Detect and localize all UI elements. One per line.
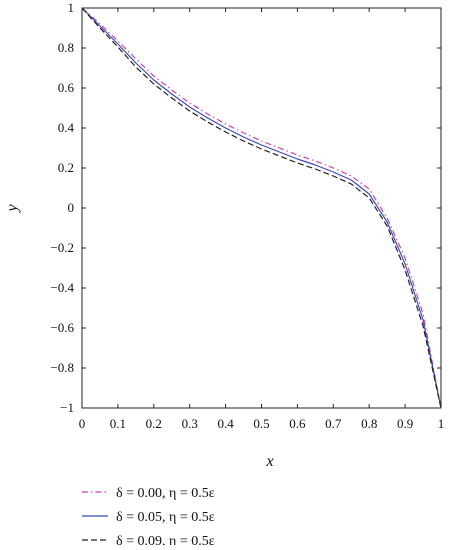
x-tick-label: 0.2 [146, 416, 162, 431]
y-tick-label: 0.2 [58, 160, 74, 175]
y-tick-label: 1 [68, 0, 75, 15]
series-line-3 [81, 7, 442, 409]
legend-label-2: δ = 0.05, η = 0.5ε [116, 510, 215, 525]
y-axis-ticks: 1 0.8 0.6 0.4 0.2 0 −0.2 −0.4 −0.6 −0.8 −1 [50, 0, 441, 415]
y-axis-label: y [4, 204, 21, 214]
y-tick-label: −0.2 [50, 240, 74, 255]
y-tick-label: 0.4 [58, 120, 75, 135]
y-tick-label: −1 [60, 400, 74, 415]
series-line-1 [81, 7, 442, 409]
x-tick-label: 0 [79, 416, 86, 431]
x-axis-ticks: 0 0.1 0.2 0.3 0.4 0.5 0.6 0.7 0.8 0.9 1 [79, 8, 445, 431]
legend-label-1: δ = 0.00, η = 0.5ε [116, 486, 215, 501]
x-tick-label: 0.4 [217, 416, 234, 431]
x-tick-label: 0.3 [182, 416, 198, 431]
x-tick-label: 0.9 [397, 416, 413, 431]
x-axis-label: x [265, 453, 273, 470]
x-tick-label: 0.1 [110, 416, 126, 431]
y-tick-label: −0.4 [50, 280, 74, 295]
y-tick-label: 0.8 [58, 40, 74, 55]
y-tick-label: −0.8 [50, 360, 74, 375]
x-tick-label: 1 [438, 416, 445, 431]
legend: δ = 0.00, η = 0.5ε δ = 0.05, η = 0.5ε δ = … [82, 486, 215, 549]
series-line-2 [81, 7, 442, 409]
legend-label-3: δ = 0.09, η = 0.5ε [116, 534, 215, 545]
y-tick-label: 0 [68, 200, 75, 215]
x-tick-label: 0.7 [325, 416, 342, 431]
series-lines [81, 7, 442, 409]
x-tick-label: 0.6 [289, 416, 306, 431]
x-tick-label: 0.8 [361, 416, 377, 431]
x-tick-label: 0.5 [253, 416, 269, 431]
y-tick-label: 0.6 [58, 80, 75, 95]
plot-frame [81, 7, 442, 409]
y-tick-label: −0.6 [50, 320, 74, 335]
